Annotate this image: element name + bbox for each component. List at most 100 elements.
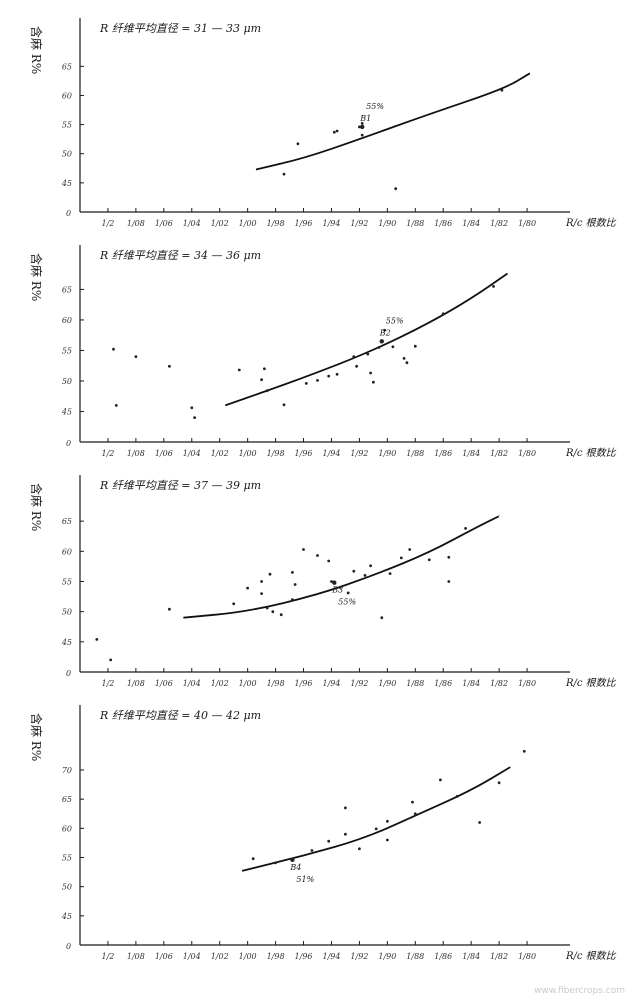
chart-title: R 纤维平均直径 = 31 — 33 μm: [99, 22, 261, 35]
y-tick-label: 60: [62, 547, 72, 556]
data-point: [346, 591, 350, 595]
data-point: [168, 607, 171, 611]
x-tick-label: 1/82: [490, 219, 508, 228]
x-tick-label: 1/98: [267, 952, 285, 961]
data-point: [344, 806, 347, 810]
x-tick-label: 1/00: [239, 219, 257, 228]
x-tick-label: 1/86: [434, 449, 452, 458]
y-zero-label: 0: [66, 669, 71, 678]
x-tick-label: 1/86: [434, 219, 452, 228]
x-tick-label: 1/2: [102, 679, 115, 688]
x-tick-label: 1/98: [267, 449, 285, 458]
x-tick-label: 1/86: [434, 952, 452, 961]
data-point: [327, 559, 331, 563]
data-point: [260, 580, 263, 583]
y-tick-label: 55: [62, 121, 72, 130]
x-tick-label: 1/06: [155, 952, 173, 961]
x-tick-label: 1/92: [350, 679, 368, 688]
data-point: [447, 580, 451, 583]
annotation-sub: B2: [379, 328, 391, 337]
x-tick-label: 1/00: [239, 449, 257, 458]
annotation-sub: B4: [289, 863, 301, 872]
data-point: [168, 364, 171, 368]
x-tick-label: 1/86: [434, 679, 452, 688]
y-tick-label: 65: [62, 285, 72, 294]
data-point: [374, 827, 378, 831]
data-point: [358, 125, 361, 129]
y-tick-label: 50: [62, 608, 72, 617]
y-tick-label: 65: [62, 795, 72, 804]
data-point: [464, 527, 467, 530]
x-tick-label: 1/88: [406, 679, 424, 688]
data-point: [352, 569, 356, 573]
data-point: [399, 556, 403, 560]
data-point: [500, 88, 504, 92]
data-point: [271, 610, 275, 614]
data-point: [363, 574, 367, 577]
chart-title: R 纤维平均直径 = 37 — 39 μm: [99, 479, 261, 492]
data-point: [282, 403, 286, 407]
annotation-sub: B3: [331, 586, 343, 595]
x-axis-label: R/c 根数比: [565, 217, 617, 229]
x-tick-label: 1/02: [211, 952, 229, 961]
data-point: [95, 638, 99, 641]
chart-panel-2: R 纤维平均直径 = 34 — 36 μm 含麻 R% R/c 根数比 0 45 50 55…: [29, 245, 617, 459]
y-tick-label: 55: [62, 346, 72, 355]
annotation-percent: 51%: [296, 875, 314, 884]
data-point: [377, 346, 381, 349]
y-tick-label: 50: [62, 150, 72, 159]
data-point: [265, 606, 269, 610]
x-tick-label: 1/04: [183, 219, 201, 228]
data-point: [251, 857, 255, 861]
data-point: [190, 406, 194, 410]
data-point: [114, 404, 118, 407]
x-tick-label: 1/90: [378, 952, 396, 961]
x-tick-label: 1/88: [406, 952, 424, 961]
y-axis-label: 含麻 R%: [29, 253, 44, 301]
data-point: [455, 794, 459, 798]
x-tick-label: 1/2: [102, 449, 115, 458]
fitted-curve: [225, 272, 509, 407]
y-tick-label: 65: [62, 62, 72, 71]
data-point: [411, 800, 414, 804]
data-point: [332, 130, 336, 134]
chart-panels: R 纤维平均直径 = 31 — 33 μm 含麻 R% R/c 根数比 0 45 50 55…: [29, 18, 617, 962]
y-axis-label: 含麻 R%: [29, 483, 44, 531]
x-tick-label: 1/84: [462, 449, 480, 458]
x-tick-label: 1/02: [211, 219, 229, 228]
data-point: [268, 572, 272, 576]
x-tick-label: 1/88: [406, 449, 424, 458]
data-point: [447, 555, 451, 559]
marker-point: [360, 124, 365, 130]
data-point: [388, 572, 392, 575]
x-tick-label: 1/00: [239, 679, 257, 688]
x-tick-label: 1/96: [295, 219, 313, 228]
x-tick-label: 1/00: [239, 952, 257, 961]
annotation-percent: 55%: [386, 316, 404, 325]
y-zero-label: 0: [66, 439, 71, 448]
data-point: [386, 838, 389, 842]
x-tick-label: 1/90: [378, 219, 396, 228]
x-tick-label: 1/94: [322, 952, 340, 961]
data-point: [355, 364, 358, 368]
data-point: [391, 345, 395, 349]
data-point: [358, 847, 361, 851]
x-tick-label: 1/84: [462, 952, 480, 961]
x-tick-label: 1/96: [295, 449, 313, 458]
x-tick-label: 1/80: [518, 219, 536, 228]
data-point: [386, 819, 389, 823]
fitted-curve: [183, 515, 500, 619]
x-tick-label: 1/94: [322, 219, 340, 228]
x-tick-label: 1/08: [127, 449, 145, 458]
y-axis-label: 含麻 R%: [29, 26, 44, 74]
data-point: [366, 352, 370, 356]
x-tick-label: 1/84: [462, 219, 480, 228]
x-tick-label: 1/90: [378, 449, 396, 458]
x-tick-label: 1/94: [322, 449, 340, 458]
y-tick-label: 50: [62, 883, 72, 892]
data-point: [441, 312, 445, 316]
data-point: [316, 554, 319, 557]
y-tick-label: 65: [62, 517, 72, 526]
data-point: [291, 571, 294, 574]
y-tick-label: 45: [61, 407, 72, 416]
